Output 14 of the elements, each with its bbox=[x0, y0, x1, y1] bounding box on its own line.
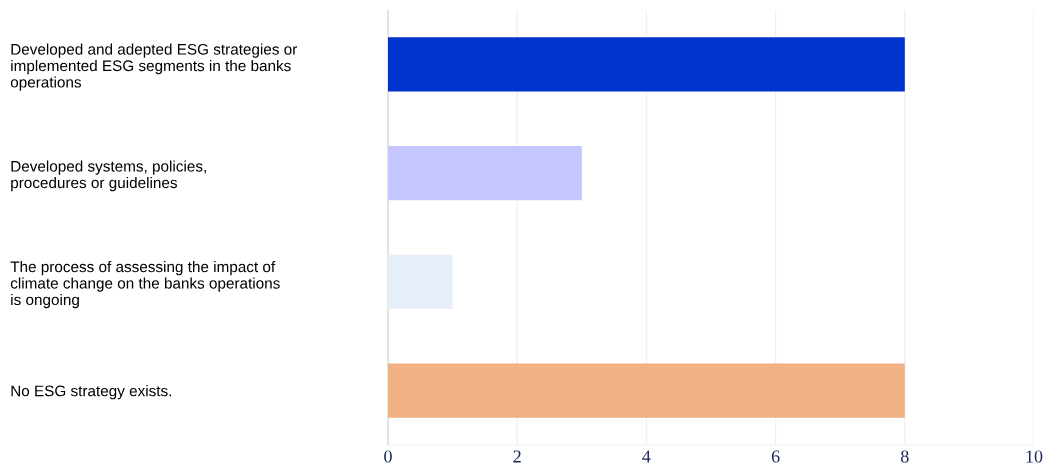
bar bbox=[388, 145, 582, 201]
x-tick-label: 10 bbox=[1026, 450, 1043, 463]
y-tick-label: No ESG strategy exists. bbox=[11, 385, 171, 400]
x-tick-label: 2 bbox=[513, 450, 521, 463]
x-tick-label: 4 bbox=[642, 450, 651, 463]
y-tick-label: Developed systems, policies, procedures or guidelines bbox=[11, 160, 206, 192]
bar bbox=[388, 37, 905, 92]
bar bbox=[388, 363, 905, 418]
x-tick-label: 6 bbox=[771, 450, 780, 463]
x-tick-label: 8 bbox=[900, 450, 909, 463]
y-tick-label: The process of assessing the impact of climate change on the banks operations is ongoing bbox=[10, 260, 280, 309]
bar bbox=[388, 254, 453, 310]
x-tick-label: 0 bbox=[384, 450, 392, 463]
y-tick-label: Developed and adepted ESG strategies or implemented ESG segments in the banks operations bbox=[10, 43, 298, 91]
